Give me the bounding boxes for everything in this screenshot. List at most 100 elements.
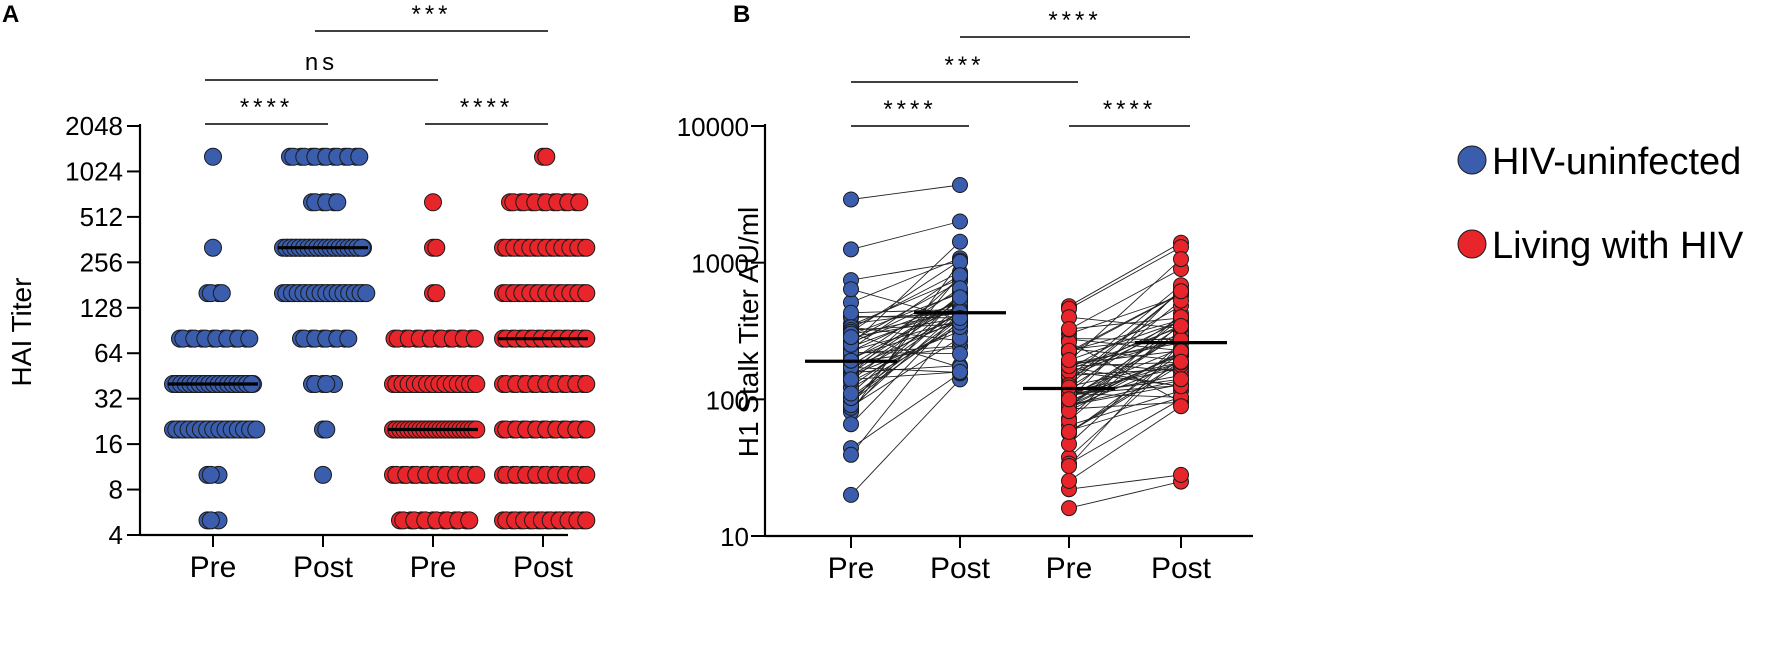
panel-a-point <box>201 465 220 484</box>
panel-b-x-tick-label: Pre <box>828 552 875 585</box>
panel-b-pair-line <box>850 326 961 382</box>
panel-b-pair-line <box>850 319 961 352</box>
panel-b-point-pre <box>1061 500 1077 517</box>
panel-a-point <box>212 284 231 303</box>
panel-a-y-tick-label: 8 <box>109 475 123 505</box>
panel-b-x-tick-label: Post <box>930 552 991 585</box>
panel-b-pair-line <box>1068 350 1182 365</box>
panel-b-pair-line <box>1068 361 1182 397</box>
panel-b-y-axis-title: H1 Stalk Titer AU/ml <box>733 207 764 458</box>
panel-b-point-post <box>952 363 968 380</box>
panel-b-pair-line <box>850 261 961 281</box>
panel-b-pair-line <box>1068 398 1182 464</box>
panel-b-pair-line <box>850 260 961 333</box>
panel-b-point-pre <box>1061 352 1077 369</box>
panel-b-pair-line <box>1068 481 1182 509</box>
panel-a-significance-label: **** <box>240 94 293 121</box>
panel-a-point <box>204 238 222 257</box>
panel-a-point <box>240 329 259 348</box>
panel-b-point-post <box>952 253 968 270</box>
panel-b-point-post <box>1173 283 1189 300</box>
panel-b-pair-line <box>1068 242 1182 307</box>
panel-b-pair-line <box>1068 258 1182 362</box>
panel-a-point <box>204 147 222 166</box>
panel-b-point-post <box>952 213 968 230</box>
panel-b-pair-line <box>1068 342 1182 467</box>
panel-b-pair-line <box>850 311 961 377</box>
panel-b-point-post <box>952 177 968 193</box>
panel-a-point <box>537 147 556 166</box>
panel-b-pair-line <box>1068 364 1182 433</box>
panel-b-point-post <box>952 345 968 362</box>
panel-b-pair-line <box>850 337 961 407</box>
panel-a-point <box>467 375 486 393</box>
panel-b-pair-line <box>850 241 961 346</box>
panel-a-point <box>339 329 358 348</box>
panel-b-y-tick-label: 10000 <box>677 112 749 142</box>
panel-a-x-tick-label: Post <box>513 551 574 584</box>
panel-b-pair-line <box>1068 290 1182 386</box>
legend: HIV-uninfected Living with HIV <box>1457 141 1744 267</box>
panel-b-pair-line <box>1068 326 1182 371</box>
panel-b-point-pre <box>1061 423 1077 440</box>
panel-b-point-post <box>1173 466 1189 483</box>
panel-b-point-pre <box>843 304 859 321</box>
panel-b-x-tick-label: Post <box>1151 552 1212 585</box>
panel-a-y-tick-label: 2048 <box>65 111 123 141</box>
panel-b-significance-label: **** <box>1048 7 1101 34</box>
panel-a-point <box>350 147 369 166</box>
panel-a-point <box>577 420 596 439</box>
panel-b-pair-line <box>1068 316 1182 388</box>
panel-b-pair-line <box>850 379 961 496</box>
panel-b-pair-line <box>1068 333 1182 407</box>
panel-b-point-post <box>1173 251 1189 268</box>
panel-a-point <box>317 420 336 439</box>
panel-b-point-post <box>952 289 968 306</box>
panel-b-pair-line <box>1068 378 1182 395</box>
panel-b-pair-line <box>1068 338 1182 352</box>
panel-b-pair-line <box>1068 320 1182 361</box>
legend-label-living-with-hiv: Living with HIV <box>1492 225 1744 267</box>
panel-b-pair-line <box>1068 348 1182 362</box>
panel-b-pair-line <box>850 317 961 338</box>
panel-b-point-pre <box>843 446 859 463</box>
panel-a-x-tick-label: Pre <box>410 551 457 584</box>
panel-a-point <box>427 284 446 303</box>
panel-a-significance-label: **** <box>460 94 513 121</box>
legend-marker-hiv-uninfected <box>1457 145 1487 175</box>
panel-b-point-pre <box>843 191 859 208</box>
panel-b-pair-line <box>850 372 961 449</box>
panel-b-pair-line <box>850 294 961 382</box>
panel-a-y-axis-title: HAI Titer <box>6 278 37 387</box>
panel-a-x-tick-label: Pre <box>190 551 237 584</box>
panel-b-pair-line <box>1068 361 1182 367</box>
panel-b-y-tick-label: 10 <box>720 522 749 552</box>
panel-a-y-tick-label: 512 <box>80 202 123 232</box>
panel-b-point-pre <box>843 329 859 346</box>
panel-b-pair-line <box>850 184 961 200</box>
panel-b-point-pre <box>1061 391 1077 408</box>
panel-b-point-post <box>1173 318 1189 334</box>
legend-label-hiv-uninfected: HIV-uninfected <box>1492 141 1741 183</box>
panel-a-point <box>328 193 347 212</box>
panel-a-point <box>577 238 596 257</box>
panel-b-point-pre <box>843 281 859 298</box>
panel-a-point <box>577 284 596 303</box>
panel-a-y-tick-label: 64 <box>94 338 123 368</box>
panel-b-pair-line <box>1068 339 1182 372</box>
panel-b-pair-line <box>850 275 961 406</box>
panel-b-point-pre <box>1061 321 1077 337</box>
panel-b-pair-line <box>850 288 961 321</box>
panel-b-pair-line <box>850 271 961 329</box>
panel-b-significance-label: *** <box>944 52 984 79</box>
panel-b-point-post <box>1173 353 1189 370</box>
panel-b-pair-line <box>1068 341 1182 445</box>
panel-b-pair-line <box>850 287 961 362</box>
panel-a-label: A <box>2 1 19 28</box>
panel-b-significance-label: **** <box>1103 96 1156 123</box>
panel-a-point <box>570 193 589 212</box>
panel-b-point-pre <box>843 486 859 503</box>
panel-b-pair-line <box>850 351 961 355</box>
panel-b-point-pre <box>1061 458 1077 474</box>
panel-a-y-tick-label: 16 <box>94 429 123 459</box>
